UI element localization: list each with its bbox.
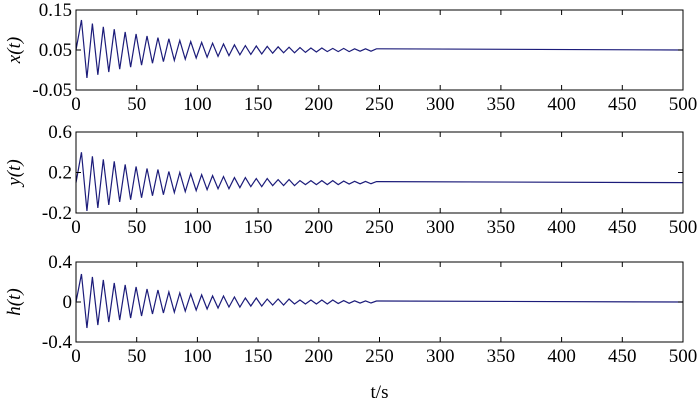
x-tick-label: 500: [669, 217, 698, 238]
x-tick-label: 200: [305, 346, 334, 367]
x-tick-label: 400: [547, 346, 576, 367]
x-tick-label: 150: [244, 94, 273, 115]
x-tick-label: 500: [669, 94, 698, 115]
y-tick-label: 0.15: [39, 0, 72, 21]
x-tick-label: 200: [305, 94, 334, 115]
data-line: [75, 19, 684, 79]
x-tick-label: 350: [487, 346, 516, 367]
y-axis-label: y(t): [4, 159, 25, 187]
x-tick-label: 250: [365, 346, 394, 367]
x-tick-label: 250: [365, 217, 394, 238]
y-axis-label: x(t): [4, 37, 25, 64]
x-tick-label: 450: [608, 94, 637, 115]
y-tick-label: -0.2: [42, 203, 72, 224]
x-tick-label: 50: [127, 346, 146, 367]
x-tick-label: 400: [547, 94, 576, 115]
y-tick-label: 0.4: [48, 252, 72, 273]
y-tick-label: 0.05: [39, 40, 72, 61]
x-tick-label: 350: [487, 217, 516, 238]
data-line: [75, 152, 684, 212]
x-tick-label: 500: [669, 346, 698, 367]
y-tick-label: 0.2: [48, 163, 72, 184]
y-tick-label: -0.05: [32, 80, 72, 101]
y-tick-label: 0: [63, 292, 73, 313]
x-tick-label: 100: [183, 94, 212, 115]
y-tick-label: 0.6: [48, 122, 72, 143]
x-tick-label: 300: [426, 217, 455, 238]
x-tick-label: 50: [127, 94, 146, 115]
x-tick-label: 300: [426, 94, 455, 115]
x-tick-label: 450: [608, 217, 637, 238]
x-tick-label: 0: [71, 94, 81, 115]
x-tick-label: 450: [608, 346, 637, 367]
y-tick-label: -0.4: [42, 332, 73, 353]
x-tick-label: 150: [244, 217, 273, 238]
x-tick-label: 100: [183, 217, 212, 238]
x-tick-label: 150: [244, 346, 273, 367]
x-tick-label: 400: [547, 217, 576, 238]
x-tick-label: 100: [183, 346, 212, 367]
plot-area: [76, 132, 683, 213]
x-axis-label: t/s: [371, 382, 389, 403]
x-tick-label: 250: [365, 94, 394, 115]
x-tick-label: 350: [487, 94, 516, 115]
x-tick-label: 50: [127, 217, 146, 238]
x-tick-label: 200: [305, 217, 334, 238]
y-axis-label: h(t): [4, 288, 25, 315]
data-line: [75, 273, 684, 329]
x-tick-label: 300: [426, 346, 455, 367]
x-tick-label: 0: [71, 217, 81, 238]
x-tick-label: 0: [71, 346, 81, 367]
